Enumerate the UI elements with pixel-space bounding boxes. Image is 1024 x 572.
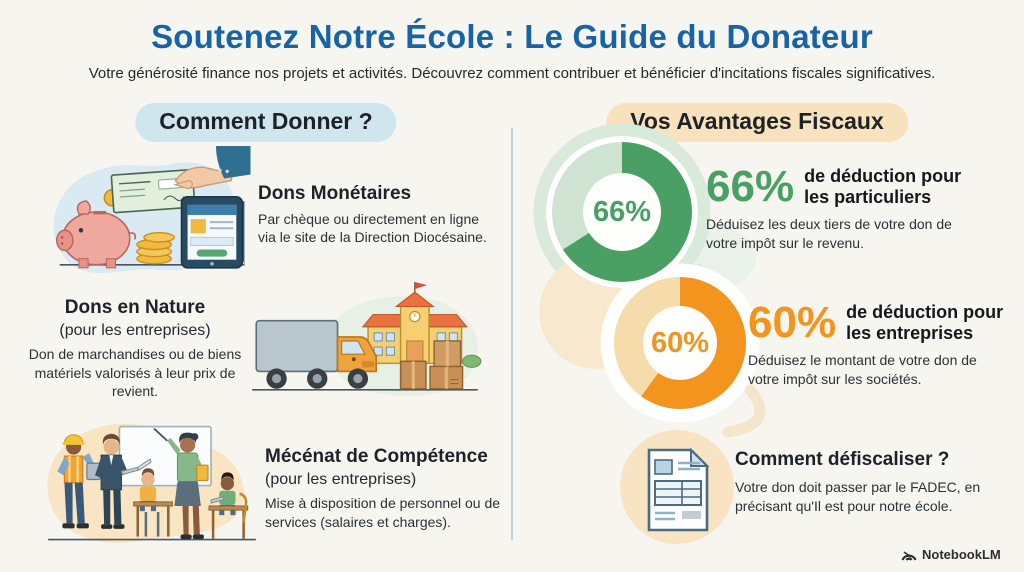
benefit-heading: de déduction pour les particuliers	[804, 166, 962, 208]
item-body: Mise à disposition de personnel ou de se…	[265, 495, 501, 530]
item-subtitle: (pour les entreprises)	[59, 321, 211, 339]
benefit-individuals: 66% de déduction pour les particuliers D…	[706, 162, 978, 253]
donut-center-label: 60%	[650, 326, 710, 359]
notebooklm-logo-icon	[901, 551, 917, 561]
student-with-laptop-icon	[208, 472, 249, 539]
column-divider	[511, 128, 513, 540]
item-subtitle: (pour les entreprises)	[265, 470, 417, 488]
tablet-icon	[180, 196, 245, 269]
cardboard-boxes-icon	[399, 340, 464, 390]
benefit-body: Déduisez les deux tiers de votre don de …	[706, 216, 952, 252]
benefit-companies: 60% de déduction pour les entreprises Dé…	[748, 298, 1018, 389]
donation-item-monetary: Dons Monétaires Par chèque ou directemen…	[258, 183, 494, 247]
page-title: Soutenez Notre École : Le Guide du Donat…	[151, 18, 873, 55]
in-kind-donation-illustration	[252, 282, 482, 397]
piggy-bank-icon	[55, 200, 136, 269]
note-body: Votre don doit passer par le FADEC, en p…	[735, 479, 981, 515]
item-body: Don de marchandises ou de biens matériel…	[28, 346, 242, 400]
student-icon	[133, 468, 173, 537]
benefit-heading: de déduction pour les entreprises	[846, 302, 1004, 344]
benefit-percentage: 60%	[748, 298, 837, 348]
donation-item-in-kind: Dons en Nature (pour les entreprises) Do…	[14, 297, 256, 401]
monetary-donation-illustration	[53, 146, 251, 274]
coin-stack-icon	[136, 232, 176, 265]
note-title: Comment défiscaliser ?	[735, 449, 950, 470]
delivery-truck-icon	[255, 319, 377, 389]
businesswoman-icon	[94, 433, 152, 529]
teacher-icon	[153, 427, 209, 540]
item-body: Par chèque ou directement en ligne via l…	[258, 210, 487, 246]
skills-sponsorship-illustration	[47, 423, 256, 544]
donut-chart-66: 66%	[552, 142, 692, 282]
tax-note: Comment défiscaliser ? Votre don doit pa…	[735, 449, 985, 517]
right-column-header: Vos Avantages Fiscaux	[606, 103, 908, 142]
notebooklm-watermark: NotebookLM	[901, 547, 1001, 562]
benefit-percentage: 66%	[706, 162, 795, 212]
left-column-header: Comment Donner ?	[135, 103, 397, 142]
watermark-text: NotebookLM	[922, 547, 1001, 562]
bank-check-icon	[110, 168, 196, 214]
hand-icon	[173, 146, 251, 190]
donut-chart-60: 60%	[614, 277, 746, 409]
item-title: Dons en Nature	[64, 297, 206, 318]
item-title: Mécénat de Compétence	[265, 446, 488, 467]
page-subtitle: Votre générosité finance nos projets et …	[88, 65, 936, 82]
donation-item-skills: Mécénat de Compétence (pour les entrepri…	[265, 446, 501, 531]
item-title: Dons Monétaires	[258, 183, 412, 204]
benefit-body: Déduisez le montant de votre don de votr…	[748, 352, 977, 388]
document-form-icon	[647, 447, 710, 532]
donut-center-label: 66%	[592, 195, 652, 228]
